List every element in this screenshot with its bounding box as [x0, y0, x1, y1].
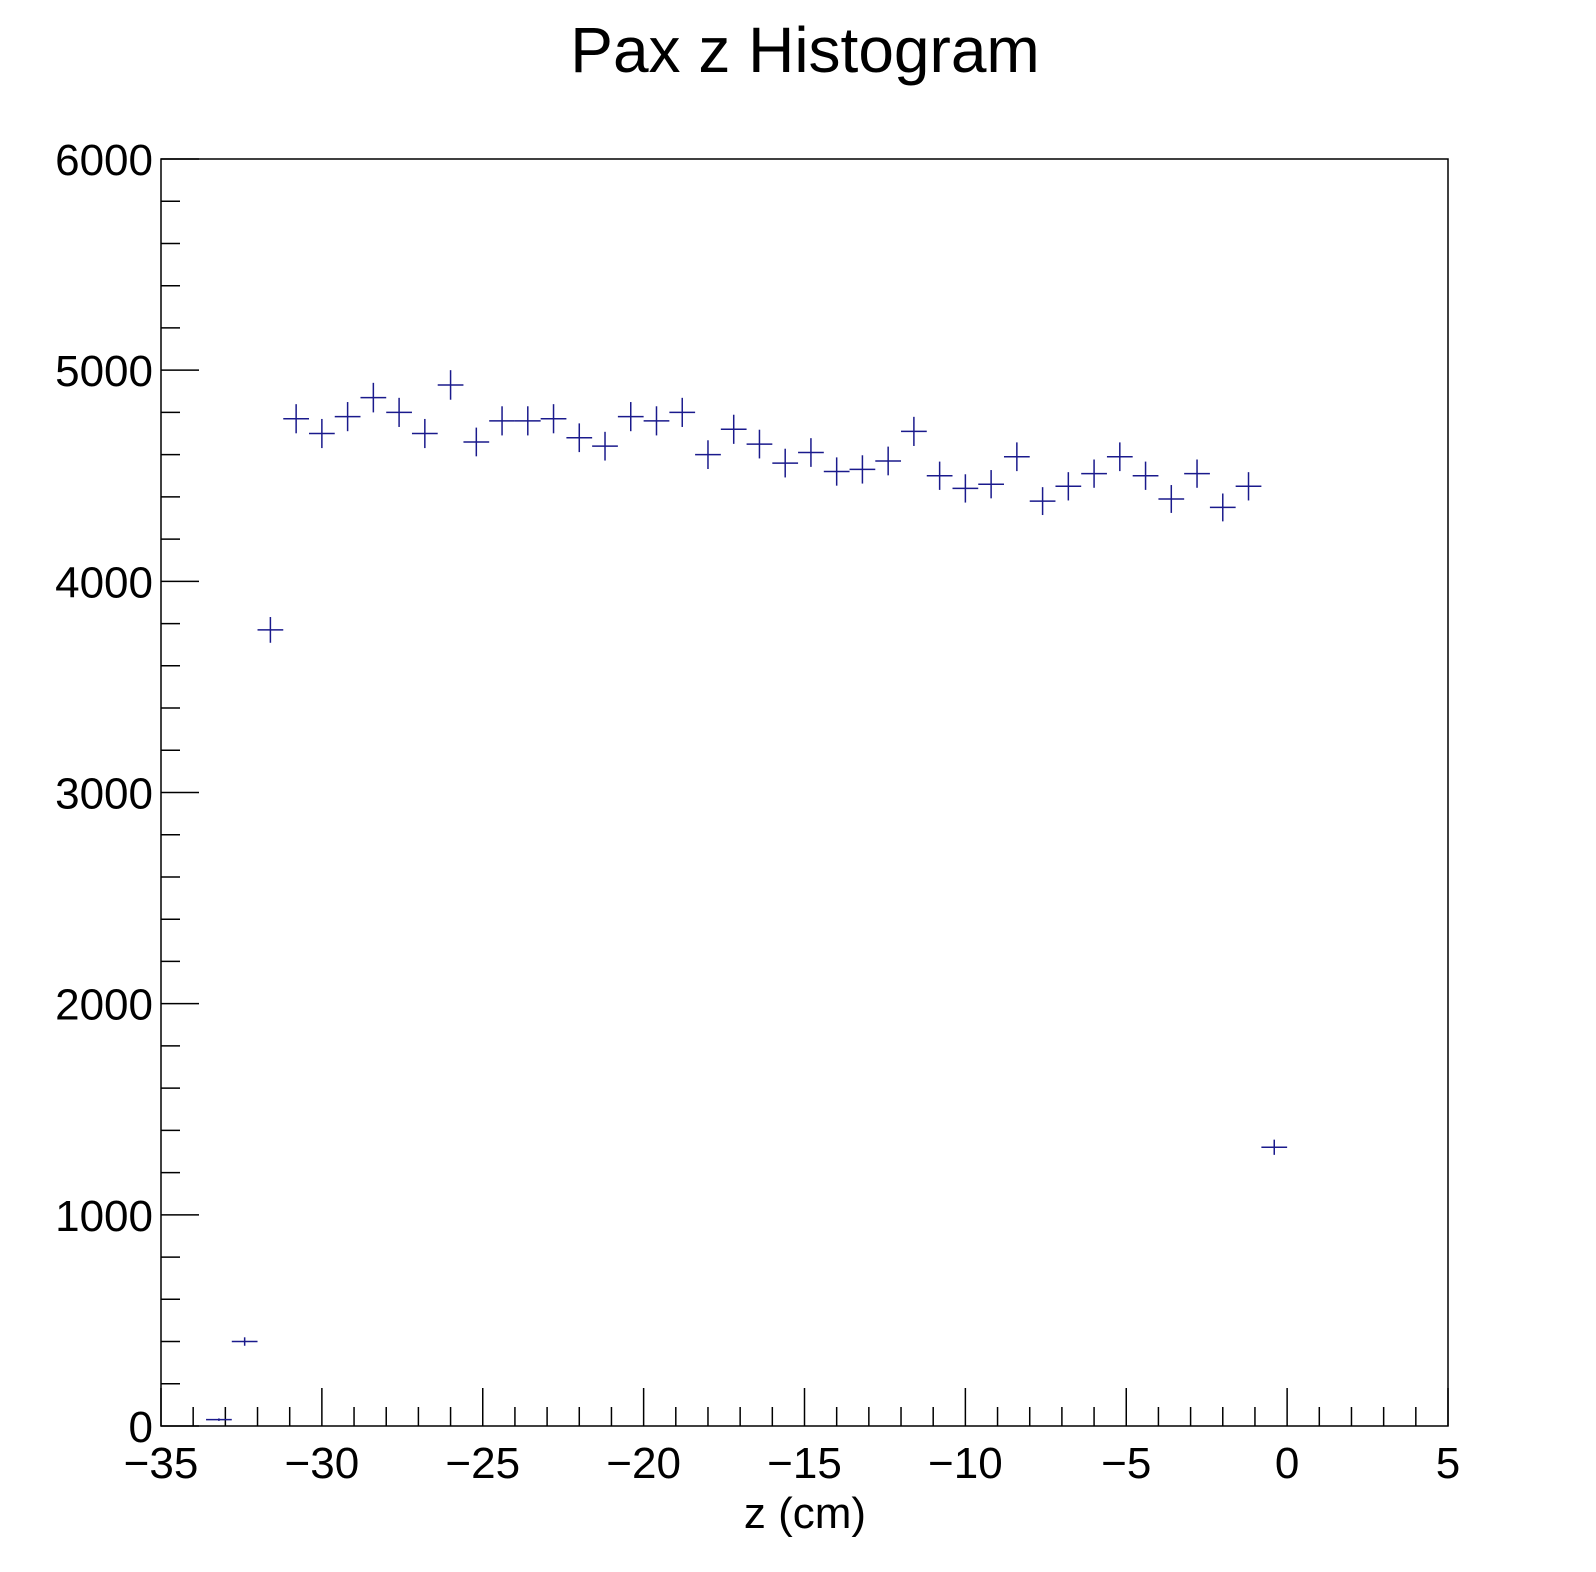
x-axis-title: z (cm): [744, 1489, 866, 1538]
y-tick-label: 5000: [55, 347, 153, 396]
data-point: [978, 470, 1004, 499]
data-point: [1081, 459, 1107, 488]
y-axis-tick-labels: 0 1000 2000 3000 4000 5000 6000: [55, 136, 153, 1452]
data-point: [566, 423, 593, 453]
data-point: [386, 397, 412, 427]
data-point: [1029, 487, 1056, 516]
data-point: [283, 404, 310, 434]
chart-title: Pax z Histogram: [570, 14, 1039, 86]
data-point: [437, 370, 464, 400]
data-markers: [206, 370, 1288, 1421]
data-point: [669, 397, 696, 427]
x-tick-label: −35: [124, 1439, 199, 1488]
data-point: [823, 457, 850, 486]
x-axis-ticks: [160, 1388, 1449, 1426]
data-point: [1184, 459, 1210, 488]
data-point: [411, 418, 438, 449]
data-point: [772, 448, 799, 478]
data-point: [746, 429, 773, 459]
y-tick-label: 6000: [55, 136, 153, 185]
data-point: [1158, 485, 1185, 513]
x-tick-label: −10: [928, 1439, 1003, 1488]
data-point: [514, 406, 541, 436]
data-point: [334, 402, 361, 432]
data-point: [360, 382, 387, 413]
data-point: [592, 431, 618, 461]
data-point: [720, 414, 747, 444]
data-point: [798, 438, 824, 467]
data-point: [1106, 442, 1133, 472]
data-point: [1003, 442, 1030, 472]
data-point: [901, 416, 927, 446]
data-point: [231, 1337, 258, 1346]
data-point: [952, 474, 979, 503]
data-point: [463, 427, 490, 457]
data-point: [1132, 461, 1159, 490]
data-point: [1261, 1139, 1288, 1155]
data-point: [489, 406, 515, 436]
data-point: [643, 406, 670, 436]
x-tick-label: −30: [285, 1439, 360, 1488]
data-point: [206, 1418, 232, 1421]
x-tick-label: −20: [606, 1439, 681, 1488]
data-point: [1055, 472, 1082, 501]
y-tick-label: 0: [129, 1403, 153, 1452]
plot-frame: [160, 158, 1449, 1427]
y-tick-label: 4000: [55, 558, 153, 607]
data-point: [1209, 493, 1236, 522]
data-point: [926, 461, 953, 490]
y-tick-label: 2000: [55, 981, 153, 1030]
x-tick-label: −25: [445, 1439, 520, 1488]
data-point: [1235, 472, 1262, 501]
data-point: [309, 418, 335, 449]
data-point: [695, 440, 721, 469]
data-point: [849, 455, 876, 484]
y-tick-label: 3000: [55, 770, 153, 819]
x-axis-tick-labels: −35 −30 −25 −20 −15 −10 −5 0 5: [124, 1439, 1461, 1488]
data-point: [875, 446, 902, 476]
x-tick-label: 0: [1275, 1439, 1299, 1488]
x-tick-label: −5: [1101, 1439, 1151, 1488]
data-point: [540, 404, 567, 434]
x-tick-label: −15: [767, 1439, 842, 1488]
y-tick-label: 1000: [55, 1192, 153, 1241]
y-axis-ticks: [161, 158, 199, 1427]
data-point: [257, 617, 284, 643]
x-tick-label: 5: [1436, 1439, 1460, 1488]
data-point: [617, 402, 644, 432]
